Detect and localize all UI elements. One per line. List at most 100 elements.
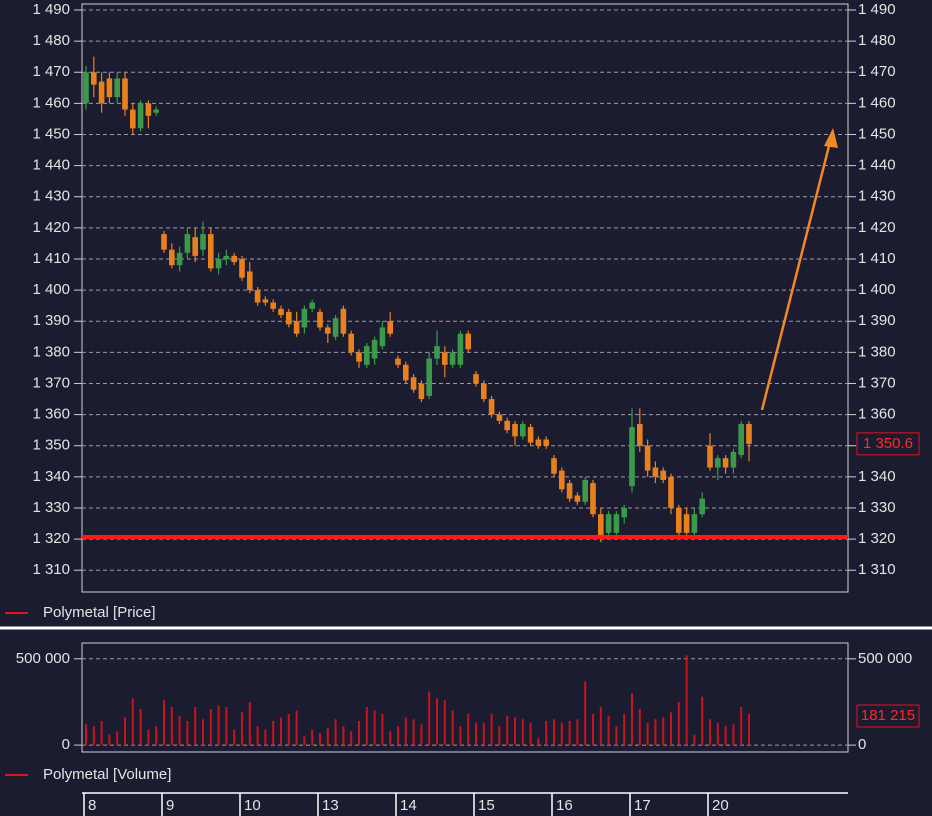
volume-bar <box>506 715 509 746</box>
volume-bar <box>631 693 633 746</box>
volume-bar <box>358 720 360 746</box>
y-tick-label-right: 1 450 <box>858 125 896 142</box>
volume-bar <box>545 720 548 746</box>
volume-bar <box>202 719 204 746</box>
y-tick-label: 1 450 <box>32 125 70 142</box>
volume-bar <box>677 701 680 746</box>
y-tick-label-right: 1 490 <box>858 1 896 18</box>
volume-bar <box>685 655 688 746</box>
candle-body <box>418 383 425 400</box>
volume-bar <box>670 712 672 746</box>
volume-bar <box>654 719 657 746</box>
arrow-head <box>824 128 838 148</box>
volume-bar <box>241 712 243 746</box>
volume-bar <box>482 722 485 746</box>
candle-body <box>169 249 175 266</box>
date-label: 16 <box>556 797 573 814</box>
volume-bar <box>428 691 431 746</box>
y-tick-label-right: 1 430 <box>858 188 896 205</box>
volume-bar <box>607 715 610 746</box>
volume-bar <box>225 707 228 746</box>
y-tick-label: 1 490 <box>32 1 70 18</box>
y-tick-label: 500 000 <box>16 650 70 667</box>
candle-body <box>278 308 284 316</box>
candle-body <box>699 498 705 515</box>
volume-bar <box>404 717 407 746</box>
y-tick-label-right: 1 480 <box>858 32 896 49</box>
candle-body <box>215 258 222 269</box>
candle-body <box>176 252 183 266</box>
volume-bar <box>116 731 119 746</box>
y-tick-label: 1 330 <box>32 499 70 516</box>
date-label: 14 <box>400 797 417 814</box>
volume-bar <box>443 700 446 746</box>
volume-bar <box>350 731 353 746</box>
candle-body <box>83 72 89 104</box>
candle-body <box>114 78 120 98</box>
candle-body <box>395 358 401 365</box>
candle-body <box>629 427 635 487</box>
candle-body <box>309 302 315 309</box>
y-tick-label-right: 1 380 <box>858 343 896 360</box>
y-tick-label-right: 500 000 <box>858 650 912 667</box>
volume-bar <box>599 707 602 746</box>
volume-bar <box>615 726 618 746</box>
y-tick-label-right: 1 400 <box>858 281 896 298</box>
candle-body <box>153 109 159 113</box>
candle-body <box>325 327 331 334</box>
volume-bar <box>529 722 532 746</box>
y-tick-label: 1 320 <box>32 530 70 547</box>
candle-body <box>481 383 487 400</box>
candle-body <box>442 352 448 365</box>
volume-bar <box>381 714 384 746</box>
candle-body <box>340 308 347 334</box>
candle-body <box>504 420 510 431</box>
y-tick-label: 1 440 <box>32 157 70 174</box>
candle-body <box>231 255 237 263</box>
candle-body <box>621 507 627 518</box>
y-tick-label-right: 1 360 <box>858 406 896 423</box>
candle-body <box>223 255 230 259</box>
candle-body <box>676 507 682 533</box>
candle-body <box>652 467 659 477</box>
date-label: 13 <box>322 797 339 814</box>
volume-bar <box>514 717 516 746</box>
candle-body <box>130 109 136 129</box>
volume-bar <box>467 714 470 746</box>
candle-body <box>559 470 565 490</box>
candle-body <box>262 299 269 303</box>
y-tick-label: 1 370 <box>32 374 70 391</box>
candle-body <box>200 234 206 250</box>
y-tick-label-right: 1 440 <box>858 157 896 174</box>
y-tick-label-right: 1 330 <box>858 499 896 516</box>
candle-body <box>332 318 339 337</box>
volume-bar <box>521 719 524 746</box>
volume-bar <box>287 714 290 746</box>
y-tick-label: 1 420 <box>32 219 70 236</box>
volume-bar <box>217 705 220 746</box>
last-value-box <box>856 704 920 728</box>
candle-body <box>660 470 666 480</box>
candle-body <box>356 352 362 362</box>
volume-bar <box>100 720 103 746</box>
volume-bar <box>420 724 423 746</box>
candle-body <box>364 346 370 365</box>
volume-bar <box>724 726 727 746</box>
candle-body <box>738 423 744 456</box>
candle-body <box>473 374 479 384</box>
volume-bar <box>693 734 696 746</box>
y-tick-label: 1 470 <box>32 63 70 80</box>
y-tick-label: 1 360 <box>32 406 70 423</box>
price-frame <box>81 3 849 593</box>
candle-body <box>707 445 713 468</box>
candle-body <box>348 333 354 353</box>
candle-body <box>582 479 588 502</box>
candle-body <box>730 451 737 468</box>
candle-body <box>543 439 549 446</box>
candle-body <box>488 399 495 415</box>
date-label: 8 <box>88 797 96 814</box>
y-tick-label: 1 430 <box>32 188 70 205</box>
candle-body <box>668 476 674 508</box>
candle-body <box>208 234 214 269</box>
